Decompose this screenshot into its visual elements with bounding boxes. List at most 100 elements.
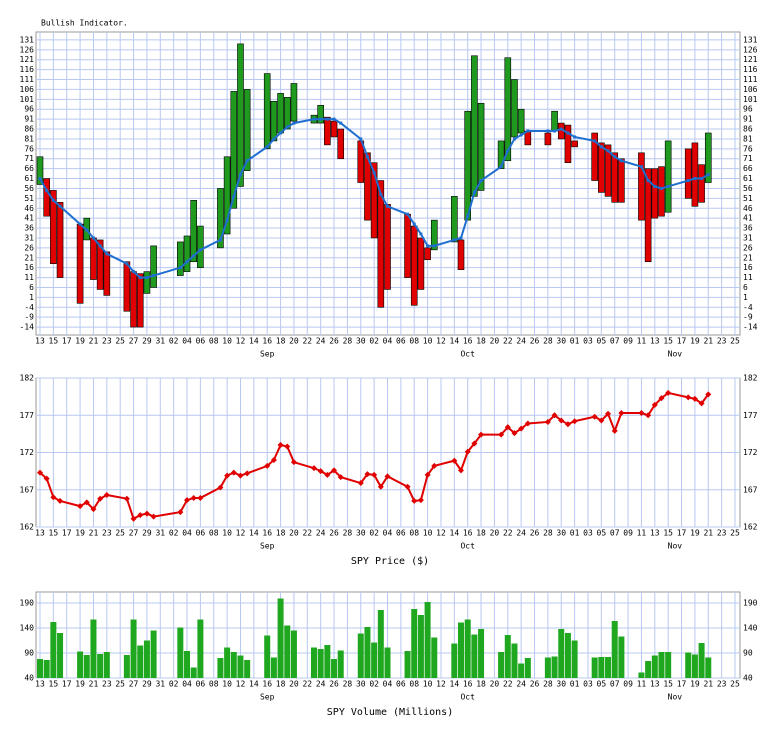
indicator-line-marker [386, 204, 389, 208]
indicator-line-marker [519, 133, 523, 137]
y-tick-label-right: 81 [743, 134, 753, 143]
y-tick-label-right: 116 [743, 65, 758, 74]
price-line-marker [364, 471, 371, 478]
price-line-marker [451, 457, 458, 464]
y-tick-label: 91 [24, 115, 34, 124]
y-tick-label-right: 96 [743, 105, 753, 114]
x-tick-label: 02 [169, 529, 179, 538]
y-tick-label: 140 [20, 624, 35, 633]
y-tick-label-right: 167 [743, 485, 758, 494]
month-label: Nov [668, 693, 683, 702]
volume-bar [123, 655, 130, 678]
x-tick-label: 14 [450, 529, 460, 538]
range-bar [691, 142, 699, 207]
y-tick-label: 66 [24, 164, 34, 173]
volume-bar [137, 645, 144, 678]
volume-bar [310, 647, 317, 678]
x-tick-label: 22 [302, 529, 312, 538]
x-tick-label: 15 [663, 680, 673, 689]
volume-bar [324, 645, 331, 678]
price-line-marker [524, 420, 531, 427]
x-tick-label: 01 [570, 680, 580, 689]
x-tick-label: 04 [383, 529, 393, 538]
x-tick-label: 26 [530, 529, 540, 538]
y-tick-label-right: 51 [743, 194, 753, 203]
range-bar [544, 132, 552, 146]
price-line-marker [123, 495, 130, 502]
y-tick-label: 71 [24, 154, 34, 163]
range-bar [337, 128, 345, 160]
x-tick-label: 18 [476, 337, 486, 346]
indicator-line-marker [192, 254, 196, 258]
x-tick-label: 19 [690, 680, 700, 689]
price-line-marker [691, 395, 698, 402]
y-tick-label-right: 1 [743, 293, 748, 302]
volume-bar [605, 657, 612, 678]
range-bar [644, 168, 652, 263]
x-tick-label: 06 [196, 529, 206, 538]
volume-bar [685, 652, 692, 678]
y-tick-label-right: -4 [743, 303, 753, 312]
indicator-line-marker [646, 179, 650, 183]
indicator-line-marker [506, 149, 510, 153]
x-tick-label: 12 [436, 680, 446, 689]
x-tick-label: 08 [209, 337, 219, 346]
x-tick-label: 04 [383, 680, 393, 689]
y-tick-label-right: 66 [743, 164, 753, 173]
x-tick-label: 04 [182, 337, 192, 346]
indicator-line-marker [265, 145, 269, 149]
y-tick-label-right: 36 [743, 224, 753, 233]
y-tick-label: 41 [24, 214, 34, 223]
range-bar [283, 97, 291, 130]
indicator-line-marker [426, 244, 430, 248]
y-tick-label: -14 [20, 323, 35, 332]
volume-bar [97, 654, 104, 678]
price-line-marker [237, 472, 244, 479]
range-bar [471, 55, 478, 197]
x-tick-label: 06 [396, 680, 406, 689]
x-tick-label: 28 [543, 680, 553, 689]
y-tick-label: 96 [24, 105, 34, 114]
range-bar [598, 142, 605, 193]
price-line-marker [137, 512, 144, 519]
price-line-marker [705, 391, 712, 398]
x-tick-label: 06 [196, 680, 206, 689]
indicator-line-marker [379, 192, 383, 196]
y-tick-label: 40 [24, 674, 34, 683]
x-tick-label: 23 [102, 529, 112, 538]
x-tick-label: 20 [490, 529, 500, 538]
x-tick-label: 05 [597, 680, 607, 689]
x-tick-label: 17 [677, 337, 687, 346]
x-tick-label: 07 [610, 337, 620, 346]
indicator-line-marker [238, 173, 242, 177]
y-tick-label: 61 [24, 174, 34, 183]
x-tick-label: 30 [356, 680, 366, 689]
volume-bar [404, 651, 411, 678]
x-tick-label: 21 [89, 680, 99, 689]
range-bar [183, 235, 191, 272]
y-tick-label: 76 [24, 144, 34, 153]
x-tick-label: 03 [583, 337, 593, 346]
x-tick-label: 02 [169, 337, 179, 346]
range-bar [551, 110, 558, 132]
range-bar [451, 196, 458, 243]
x-tick-label: 09 [623, 680, 633, 689]
x-tick-label: 18 [276, 529, 286, 538]
indicator-line-marker [185, 260, 189, 264]
y-tick-label: 90 [24, 649, 34, 658]
volume-bar [130, 619, 137, 678]
y-tick-label-right: 91 [743, 115, 753, 124]
x-tick-label: 19 [690, 337, 700, 346]
volume-bar [591, 657, 598, 678]
range-bar [604, 144, 612, 197]
volume-bar [511, 643, 518, 678]
range-bar [277, 93, 284, 134]
x-tick-label: 14 [249, 337, 259, 346]
x-tick-label: 20 [289, 680, 299, 689]
indicator-line-marker [639, 165, 643, 169]
range-bar [424, 247, 431, 261]
volume-bar [224, 647, 231, 678]
indicator-line-marker [593, 139, 597, 143]
x-tick-label: 16 [463, 680, 473, 689]
x-tick-label: 13 [650, 680, 660, 689]
